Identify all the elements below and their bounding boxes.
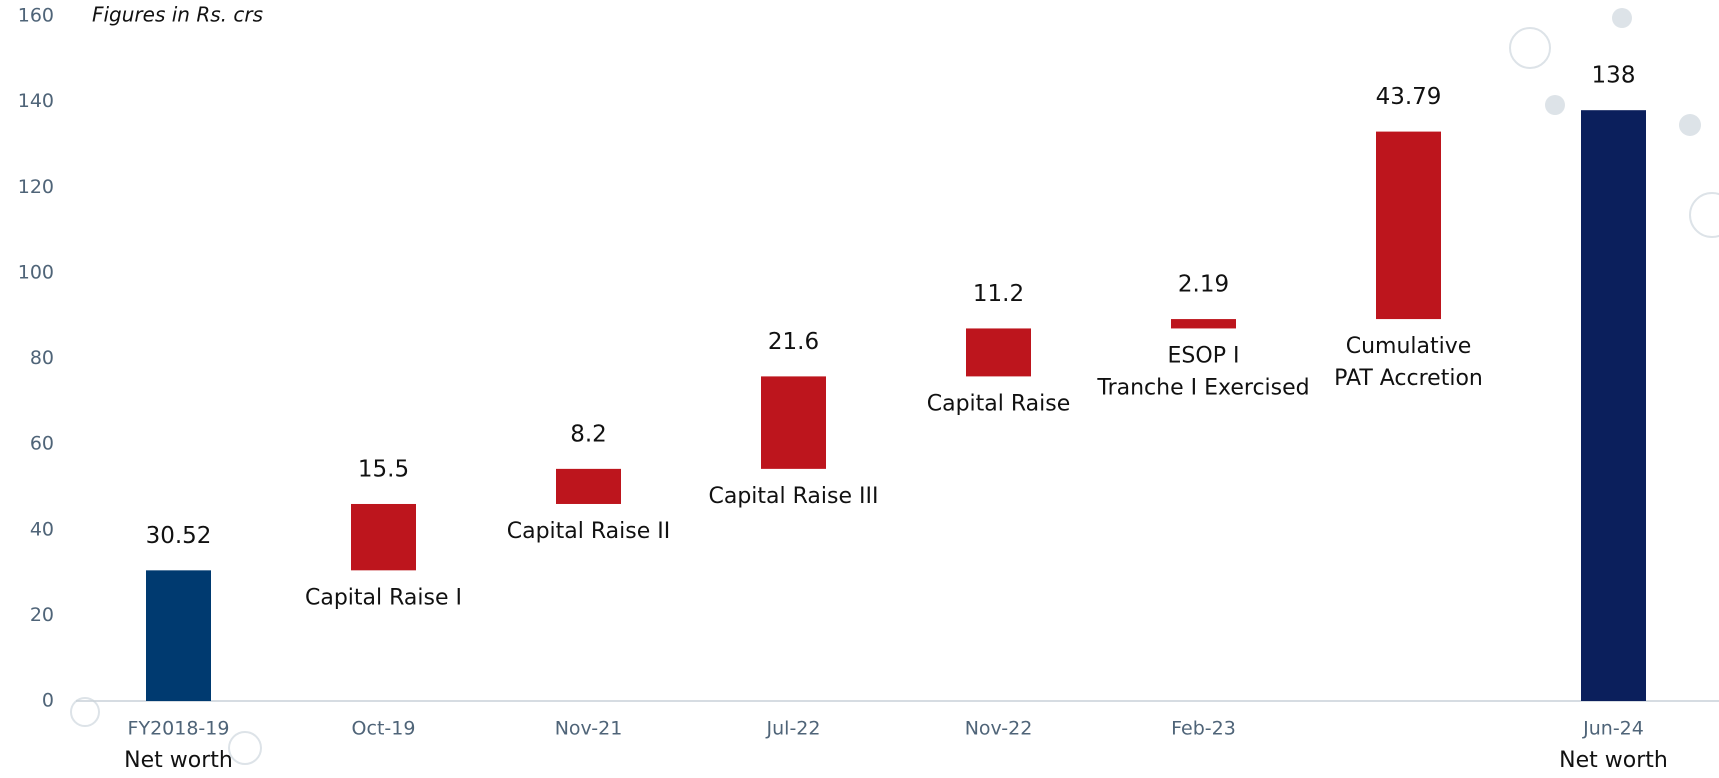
value-label: 43.79 xyxy=(1376,84,1442,110)
bar xyxy=(351,503,416,571)
bar-description: Capital Raise III xyxy=(709,484,879,509)
bar-description: Cumulative xyxy=(1346,334,1472,359)
y-tick-label: 120 xyxy=(18,176,54,198)
bar xyxy=(146,570,211,701)
y-tick-label: 80 xyxy=(30,347,54,369)
bar-description: Capital Raise xyxy=(927,391,1071,416)
bar xyxy=(1581,110,1646,701)
bar-description: Net worth xyxy=(1559,748,1668,773)
decoration xyxy=(70,8,1719,765)
x-tick-label: FY2018-19 xyxy=(128,718,230,740)
bar-description: PAT Accretion xyxy=(1334,366,1483,391)
value-label: 30.52 xyxy=(146,523,212,549)
value-label: 2.19 xyxy=(1178,272,1229,298)
x-tick-label: Jul-22 xyxy=(766,718,821,740)
bar xyxy=(1171,319,1236,329)
annotation: Figures in Rs. crs xyxy=(92,3,263,27)
y-tick-label: 160 xyxy=(18,5,54,27)
value-label: 15.5 xyxy=(358,456,409,482)
x-tick-label: Feb-23 xyxy=(1171,718,1236,740)
value-label: 21.6 xyxy=(768,329,819,355)
x-tick-label: Jun-24 xyxy=(1582,718,1644,740)
y-tick-label: 100 xyxy=(18,261,54,283)
bar-description: Net worth xyxy=(124,748,233,773)
y-tick-label: 140 xyxy=(18,90,54,112)
y-tick-label: 40 xyxy=(30,518,54,540)
value-label: 138 xyxy=(1592,63,1636,89)
bar-description: Tranche I Exercised xyxy=(1096,375,1309,400)
y-tick-label: 20 xyxy=(30,604,54,626)
bar-description: Capital Raise II xyxy=(507,519,671,544)
value-label: 8.2 xyxy=(570,421,607,447)
bar xyxy=(761,376,826,469)
y-tick-label: 0 xyxy=(42,690,54,712)
value-label: 11.2 xyxy=(973,281,1024,307)
bar xyxy=(556,468,621,504)
x-tick-label: Nov-21 xyxy=(555,718,623,740)
y-tick-label: 60 xyxy=(30,433,54,455)
bar-description: Capital Raise I xyxy=(305,585,462,610)
bar xyxy=(966,328,1031,377)
x-tick-label: Oct-19 xyxy=(352,718,416,740)
bar xyxy=(1376,131,1441,320)
bar-description: ESOP I xyxy=(1168,343,1240,368)
x-tick-label: Nov-22 xyxy=(965,718,1033,740)
